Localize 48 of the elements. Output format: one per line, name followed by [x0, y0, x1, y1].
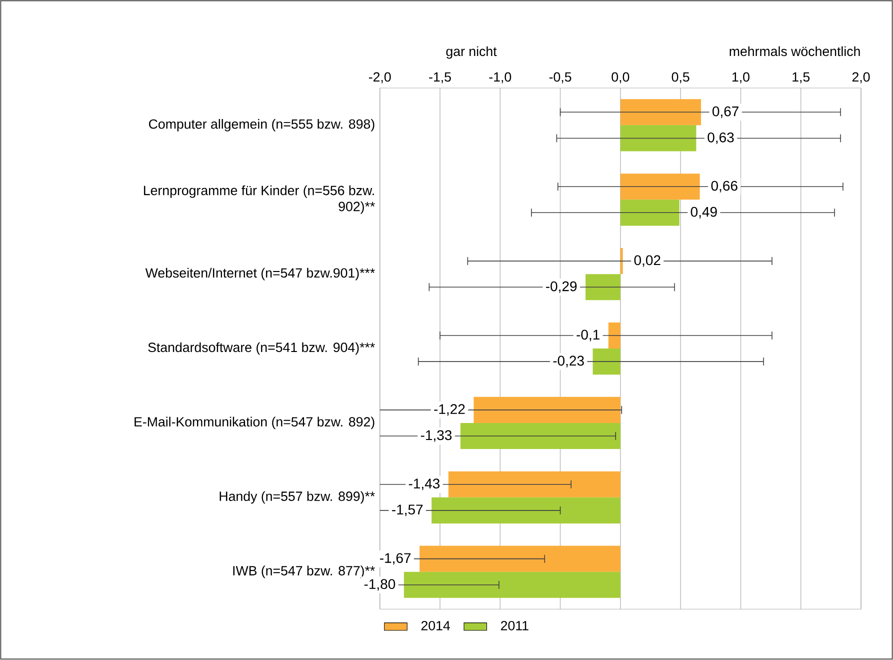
bar: [592, 348, 620, 375]
data-label: 0,66: [711, 180, 738, 193]
x-tick-label: -0,5: [549, 72, 572, 84]
data-label: 0,67: [712, 106, 738, 118]
data-label: -1,67: [380, 553, 411, 565]
x-tick-label: 2,0: [852, 72, 870, 84]
x-tick-label: 0,0: [612, 72, 630, 84]
bar: [448, 471, 620, 498]
data-label: -1,43: [408, 478, 440, 490]
bar: [404, 572, 620, 598]
legend-label: 2011: [501, 621, 528, 630]
data-label: 0,49: [690, 207, 717, 219]
x-tick-label: -2,0: [368, 72, 391, 84]
x-tick-label: -1,0: [489, 72, 512, 84]
bar: [620, 248, 623, 274]
text: gar nicht: [446, 46, 497, 59]
data-label: 0,02: [634, 255, 660, 267]
y-tick-label: Webseiten/Internet (n=547 bzw.901)***: [145, 268, 375, 280]
data-label: -1,57: [392, 504, 423, 516]
data-label: -0,29: [546, 281, 577, 294]
bar: [432, 498, 620, 524]
y-tick-label: Standardsoftware (n=541 bzw. 904)***: [148, 342, 375, 355]
x-tick-label: 1,5: [792, 72, 810, 84]
y-tick-label: Handy (n=557 bzw. 899)**: [220, 491, 375, 504]
bar: [460, 423, 620, 450]
bar: [420, 546, 620, 572]
data-label: -0,23: [553, 356, 584, 368]
y-tick-label: E-Mail-Kommunikation (n=547 bzw. 892): [134, 416, 374, 430]
bar: [586, 274, 620, 300]
x-tick-label: 0,5: [672, 72, 690, 84]
bar: [474, 397, 620, 424]
data-label: 0,63: [708, 132, 734, 144]
data-label: -1,33: [420, 430, 452, 442]
y-tick-label: IWB (n=547 bzw. 877)**: [233, 566, 375, 578]
x-tick-label: 1,0: [732, 72, 750, 84]
data-label: -0,1: [576, 330, 600, 342]
bar: [620, 200, 680, 226]
text: mehrmals wöchentlich: [730, 46, 860, 56]
y-tick-label: Lernprogramme für Kinder (n=556 bzw. 902)**: [144, 186, 375, 214]
bar: [620, 99, 702, 126]
data-label: -1,80: [364, 579, 396, 591]
bar: [620, 125, 696, 152]
data-label: -1,22: [434, 404, 465, 416]
bar: [608, 322, 620, 349]
legend-label: 2014: [421, 621, 450, 630]
x-tick-label: -1,5: [429, 72, 451, 84]
y-tick-label: Computer allgemein (n=555 bzw. 898): [148, 119, 374, 132]
bar: [620, 174, 700, 200]
